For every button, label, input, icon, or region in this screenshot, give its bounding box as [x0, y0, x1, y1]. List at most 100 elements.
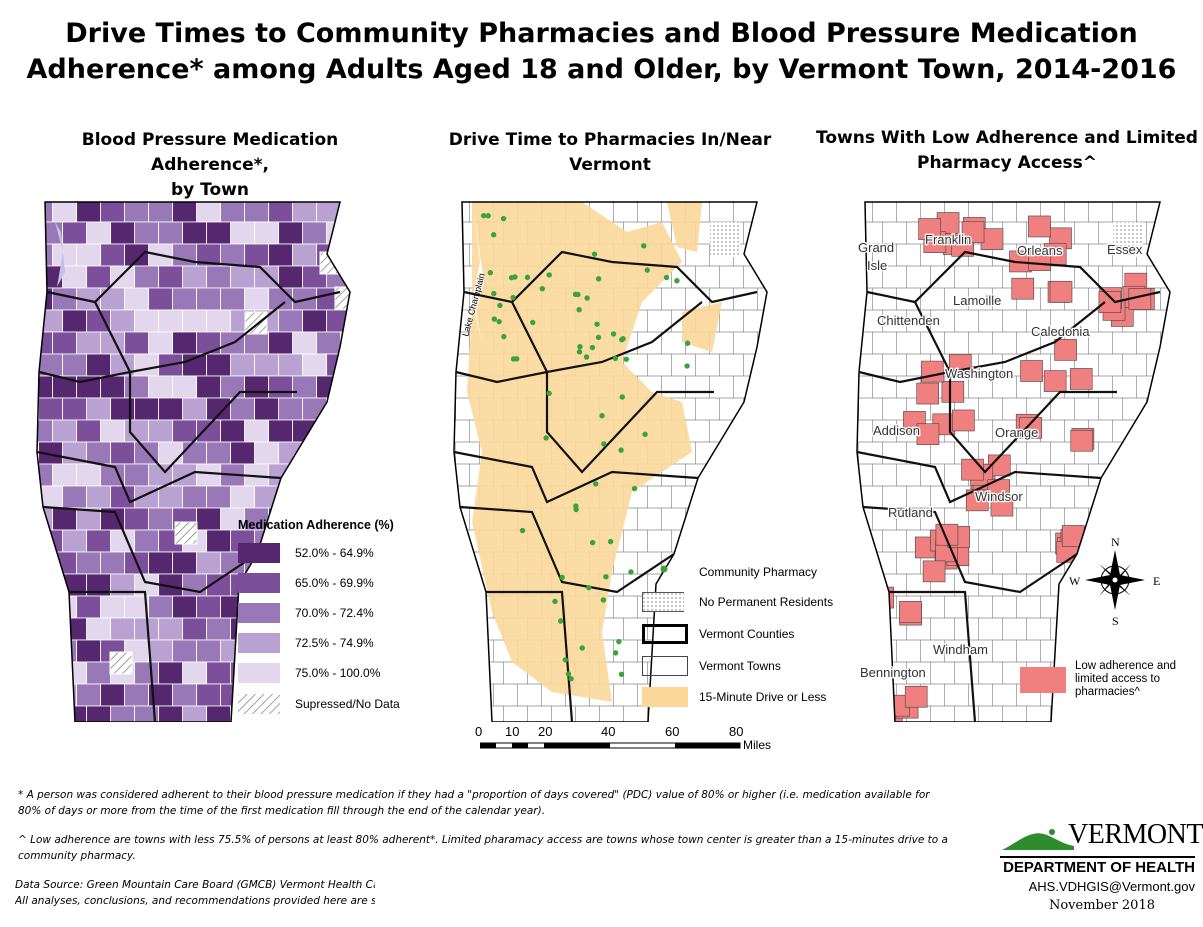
pharmacy-dot	[496, 318, 502, 325]
town-cell	[37, 202, 54, 223]
low-access-town	[961, 458, 984, 481]
town-outline	[757, 243, 767, 267]
pharmacy-dot	[601, 441, 607, 447]
town-cell	[62, 529, 88, 553]
town-cell	[268, 202, 294, 223]
town-cell	[158, 441, 184, 465]
town-cell	[76, 551, 102, 575]
logo-department: DEPARTMENT OF HEALTH	[1003, 859, 1195, 876]
town-cell	[110, 221, 136, 245]
county-label-washington: Washington	[945, 366, 1013, 381]
pharmacy-dots	[480, 212, 691, 682]
town-cell	[206, 441, 232, 465]
town-cell	[254, 265, 280, 289]
town-cell	[52, 287, 78, 311]
pharmacy-dot	[546, 390, 552, 397]
town-cell	[292, 463, 318, 487]
town-cell	[52, 331, 78, 355]
legend-swatch	[238, 573, 280, 593]
town-outline	[454, 551, 470, 575]
low-access-town	[916, 423, 940, 446]
pharmacy-dot	[599, 413, 605, 419]
contact-email[interactable]: AHS.VDHGIS@Vermont.gov	[1028, 879, 1195, 894]
town-outline	[768, 486, 782, 508]
low-access-town	[1049, 280, 1073, 303]
town-cell	[76, 419, 102, 443]
drive-time-areas	[467, 202, 722, 702]
town-cell	[62, 353, 88, 377]
town-outline	[709, 507, 734, 531]
town-cell	[172, 463, 198, 487]
compass-n: N	[1111, 535, 1120, 549]
drivetime-title-line1: Drive Time to Pharmacies In/Near	[448, 130, 772, 150]
town-cell	[37, 595, 54, 619]
town-cell	[110, 705, 136, 722]
pharmacy-dot	[512, 274, 518, 280]
town-outline	[768, 398, 782, 420]
town-cell	[158, 309, 184, 333]
town-cell	[38, 397, 64, 421]
county-label-isle: Isle	[867, 258, 887, 273]
legend-label: 75.0% - 100.0%	[295, 666, 381, 680]
town-cell	[351, 310, 365, 332]
town-cell	[134, 529, 160, 553]
pharmacy-dot	[575, 291, 581, 298]
town-cell	[86, 353, 112, 377]
town-cell	[148, 551, 174, 575]
footnote-1-line2: 80% of days or more from the time of the…	[18, 805, 546, 817]
pharmacy-dot	[641, 243, 647, 249]
town-cell	[148, 639, 174, 663]
low-access-town	[1043, 370, 1067, 392]
town-cell	[158, 397, 184, 421]
town-cell	[158, 617, 184, 641]
main-title-line1: Drive Times to Community Pharmacies and …	[65, 18, 1138, 49]
town-cell	[244, 375, 270, 399]
low-access-town	[921, 360, 944, 383]
town-cell	[292, 202, 318, 223]
town-cell	[268, 243, 294, 267]
town-outline	[454, 639, 470, 663]
town-cell	[134, 221, 160, 245]
town-cell	[230, 441, 256, 465]
lake-champlain	[55, 222, 65, 287]
legend-swatch	[238, 543, 280, 563]
town-outline	[857, 595, 873, 619]
town-outline	[1171, 266, 1185, 288]
town-cell	[244, 243, 270, 267]
town-cell	[100, 595, 126, 619]
town-cell	[278, 221, 304, 245]
low-access-legend-label: Low adherence and limited access to phar…	[1075, 660, 1176, 699]
town-cell	[302, 353, 328, 377]
compass-rose-icon: N S W E	[1069, 535, 1160, 627]
town-outline	[757, 507, 767, 531]
town-cell	[268, 419, 294, 443]
town-outline	[1146, 441, 1170, 465]
town-outline	[1171, 706, 1185, 722]
pharmacy-dot	[663, 274, 670, 281]
town-cell	[302, 485, 328, 509]
pharmacy-dot	[584, 295, 590, 301]
town-outline	[857, 639, 873, 663]
town-cell	[37, 639, 54, 663]
town-outline	[1122, 705, 1147, 722]
town-cell	[206, 309, 232, 333]
town-cell	[86, 661, 112, 685]
town-outline	[695, 529, 720, 553]
town-cell	[182, 221, 208, 245]
town-cell	[158, 485, 184, 509]
town-cell	[340, 375, 350, 399]
town-cell	[196, 463, 222, 487]
town-cell	[196, 595, 222, 619]
town-outline	[743, 485, 767, 509]
dotted-swatch	[642, 592, 684, 612]
town-cell	[206, 265, 232, 289]
town-outline	[454, 595, 470, 619]
pharmacy-dot	[573, 503, 579, 509]
scale-bar-graphic	[480, 742, 741, 749]
town-cell	[182, 309, 208, 333]
town-cell	[182, 441, 208, 465]
town-outline	[733, 463, 758, 487]
town-cell	[148, 595, 174, 619]
town-cell	[340, 202, 350, 223]
pharmacy-dot	[595, 334, 602, 341]
